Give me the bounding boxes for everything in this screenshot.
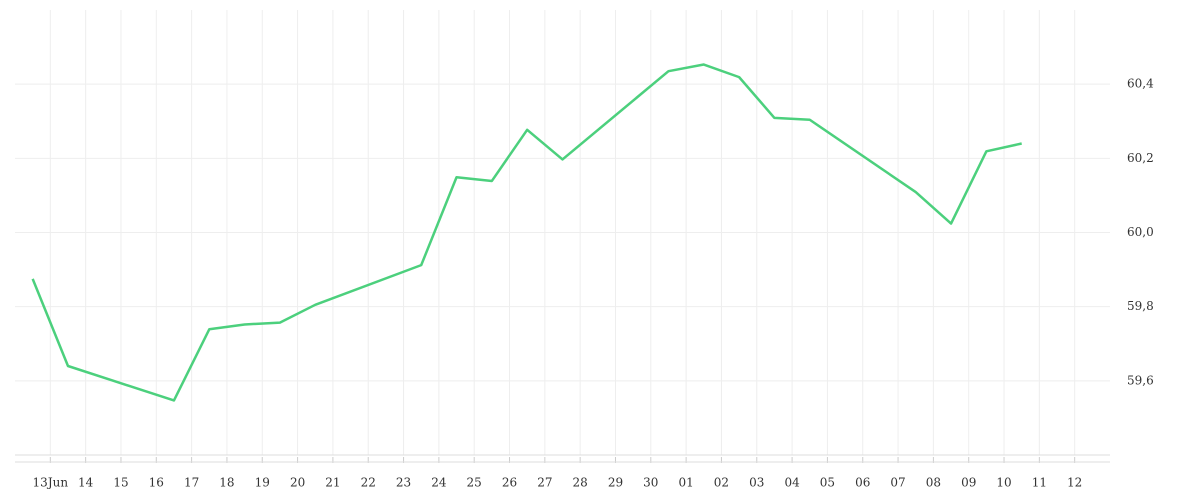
x-tick-label: 17 bbox=[184, 476, 199, 490]
x-tick-label: 16 bbox=[149, 476, 164, 490]
x-tick-label: 18 bbox=[219, 476, 234, 490]
x-tick-label: 10 bbox=[996, 476, 1011, 490]
x-tick-label: 21 bbox=[325, 476, 340, 490]
x-tick-label: 05 bbox=[820, 476, 835, 490]
x-tick-label: 03 bbox=[749, 476, 764, 490]
y-tick-label: 59,8 bbox=[1127, 299, 1154, 313]
x-tick-label: 27 bbox=[537, 476, 552, 490]
x-tick-label: 29 bbox=[608, 476, 623, 490]
x-tick-label: 09 bbox=[961, 476, 976, 490]
x-tick-label: 22 bbox=[361, 476, 376, 490]
x-tick-label: 12 bbox=[1067, 476, 1082, 490]
x-tick-label: 30 bbox=[643, 476, 658, 490]
x-tick-label: 13Jun bbox=[33, 476, 69, 490]
y-tick-label: 60,2 bbox=[1127, 151, 1154, 165]
x-tick-label: 04 bbox=[784, 476, 800, 490]
x-tick-label: 14 bbox=[78, 476, 94, 490]
x-tick-label: 07 bbox=[890, 476, 905, 490]
x-tick-label: 01 bbox=[678, 476, 693, 490]
x-tick-label: 19 bbox=[255, 476, 270, 490]
x-tick-label: 06 bbox=[855, 476, 870, 490]
x-tick-label: 23 bbox=[396, 476, 411, 490]
x-tick-label: 28 bbox=[573, 476, 588, 490]
x-tick-label: 24 bbox=[431, 476, 447, 490]
line-series bbox=[31, 63, 1022, 402]
x-tick-label: 26 bbox=[502, 476, 517, 490]
x-tick-label: 15 bbox=[113, 476, 128, 490]
x-tick-label: 20 bbox=[290, 476, 305, 490]
x-tick-label: 02 bbox=[714, 476, 729, 490]
x-tick-label: 08 bbox=[926, 476, 941, 490]
x-tick-label: 11 bbox=[1032, 476, 1047, 490]
x-tick-label: 25 bbox=[467, 476, 482, 490]
y-tick-label: 59,6 bbox=[1127, 373, 1154, 387]
y-tick-label: 60,4 bbox=[1127, 77, 1154, 91]
y-tick-label: 60,0 bbox=[1127, 225, 1154, 239]
